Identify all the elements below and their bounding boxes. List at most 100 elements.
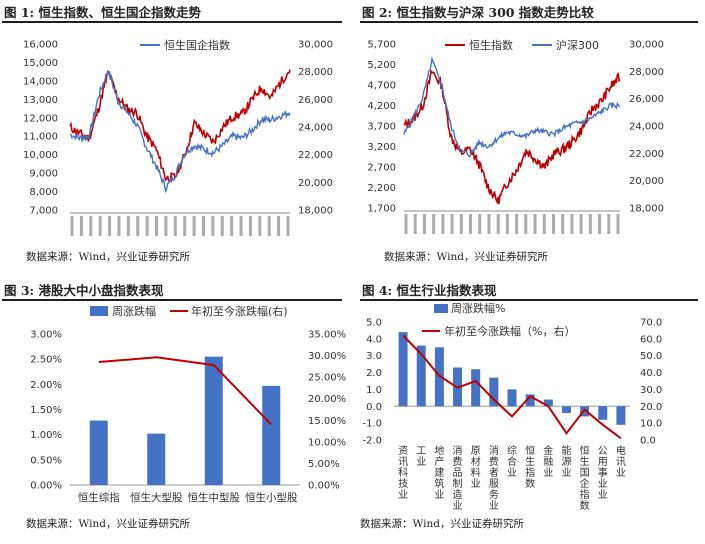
category-label: 综合业	[507, 444, 517, 479]
chart-source: 数据来源：Wind，兴业证券研究所	[360, 518, 524, 530]
category-label: 工业	[416, 446, 426, 468]
chart-panel-3: 图 3: 港股大中小盘指数表现 3.00% 2.50% 2.00% 1.50% 1.00…	[0, 272, 352, 544]
date-tick-label	[201, 216, 205, 236]
category-label: 能源业	[561, 444, 571, 479]
axis-tick-label: 40.0	[640, 368, 662, 379]
category-label: 消费者服务业	[489, 444, 499, 512]
legend-label: 沪深300	[556, 38, 599, 52]
date-tick-label	[173, 216, 177, 236]
bar	[147, 433, 166, 485]
date-tick-label	[277, 216, 281, 236]
chart-1-plot: 16,000 15,000 14,000 13,000 12,000 11,000 10,0…	[23, 38, 333, 236]
category-label: 原材料业	[471, 445, 481, 490]
date-tick-label	[89, 216, 93, 236]
date-tick-label	[515, 214, 519, 234]
series-line-hsi	[403, 69, 621, 205]
axis-tick-label: 13,000	[23, 95, 58, 106]
bar	[262, 385, 281, 485]
axis-tick-label: 18,000	[629, 204, 664, 215]
axis-tick-label: 12,000	[23, 113, 58, 124]
date-tick-label	[126, 216, 130, 236]
date-tick-label	[487, 214, 491, 234]
axis-tick-label: 24,000	[629, 122, 664, 133]
category-label: 恒生大型股	[130, 491, 183, 504]
axis-tick-label: 1,700	[367, 204, 396, 215]
date-tick-label	[524, 214, 528, 234]
axis-tick-label: 0.50%	[30, 455, 62, 466]
bar	[580, 406, 590, 417]
axis-tick-label: 4,200	[367, 101, 396, 112]
date-tick-label	[561, 214, 565, 234]
category-label: 地产建筑业	[434, 444, 444, 501]
bar	[507, 389, 517, 407]
bar	[598, 406, 608, 420]
axis-tick-label: -2.0	[362, 436, 382, 447]
series-line-ytd	[98, 356, 273, 426]
category-label: 恒生中型股	[188, 491, 241, 504]
date-tick-label	[239, 216, 243, 236]
axis-tick-label: 1.50%	[30, 405, 62, 416]
axis-tick-label: 20,000	[629, 176, 664, 187]
date-tick-label	[505, 214, 509, 234]
date-tick-label	[248, 216, 252, 236]
axis-tick-label: 60.0	[640, 334, 662, 345]
chart-panel-4: 图 4: 恒生行业指数表现 5.0 4.0 3.0 2.0 1.0 0.0 -1.0 -2.0…	[352, 272, 705, 544]
axis-tick-label: 4,700	[367, 81, 396, 92]
chart-source: 数据来源：Wind，兴业证券研究所	[384, 251, 548, 263]
legend-label: 周涨跌幅%	[451, 301, 505, 315]
date-tick-label	[469, 214, 473, 234]
axis-tick-label: 0.0	[640, 436, 656, 447]
axis-tick-label: 14,000	[23, 76, 58, 87]
axis-tick-label: 35.00%	[308, 330, 346, 341]
date-tick-label	[136, 216, 140, 236]
date-tick-label	[551, 214, 555, 234]
date-tick-label	[98, 216, 102, 236]
axis-tick-label: -1.0	[362, 419, 382, 430]
date-tick-label	[404, 214, 408, 234]
category-label: 资讯科技业	[398, 445, 408, 501]
chart-title: 图 2: 恒生指数与沪深 300 指数走势比较	[362, 5, 594, 20]
chart-title: 图 4: 恒生行业指数表现	[362, 283, 497, 298]
category-label: 恒生国企指数	[580, 444, 590, 512]
title-rule	[2, 299, 342, 301]
bar	[398, 332, 408, 407]
title-rule	[360, 299, 698, 301]
date-tick-label	[570, 214, 574, 234]
date-tick-label	[79, 216, 83, 236]
axis-tick-label: 18,000	[298, 206, 333, 217]
bar	[204, 356, 223, 485]
axis-tick-label: 15,000	[23, 58, 58, 69]
date-tick-label	[192, 216, 196, 236]
axis-tick-label: 20,000	[298, 178, 333, 189]
axis-tick-label: 11,000	[23, 132, 58, 143]
axis-tick-label: 3.0	[366, 351, 382, 362]
date-tick-label	[145, 216, 149, 236]
title-rule	[2, 21, 342, 23]
legend-swatch	[90, 306, 108, 316]
date-tick-label	[533, 214, 537, 234]
chart-2-plot: 5,700 5,200 4,700 4,200 3,700 3,200 2,700 2,200…	[367, 38, 664, 234]
series-line-hscei	[69, 70, 291, 194]
axis-tick-label: 2,700	[367, 163, 396, 174]
date-tick-label	[607, 214, 611, 234]
date-tick-label	[164, 216, 168, 236]
axis-tick-label: 9,000	[29, 169, 58, 180]
axis-tick-label: 30.00%	[308, 351, 346, 362]
category-label: 恒生综指	[78, 491, 120, 504]
category-label: 消费品制造业	[453, 444, 463, 512]
date-tick-label	[286, 216, 290, 236]
axis-tick-label: 15.00%	[308, 416, 346, 427]
category-label: 恒生指数	[525, 444, 535, 490]
axis-tick-label: 8,000	[29, 187, 58, 198]
axis-tick-label: 30,000	[629, 40, 664, 51]
axis-tick-label: 5.0	[366, 318, 382, 329]
date-tick-label	[450, 214, 454, 234]
axis-tick-label: 2.0	[366, 368, 382, 379]
date-tick-label	[478, 214, 482, 234]
axis-tick-label: 22,000	[298, 150, 333, 161]
date-tick-label	[496, 214, 500, 234]
chart-source: 数据来源：Wind，兴业证券研究所	[26, 251, 190, 263]
legend-label: 年初至今涨跌幅(右)	[191, 304, 288, 318]
date-tick-label	[211, 216, 215, 236]
series-line-csi300	[403, 56, 621, 158]
